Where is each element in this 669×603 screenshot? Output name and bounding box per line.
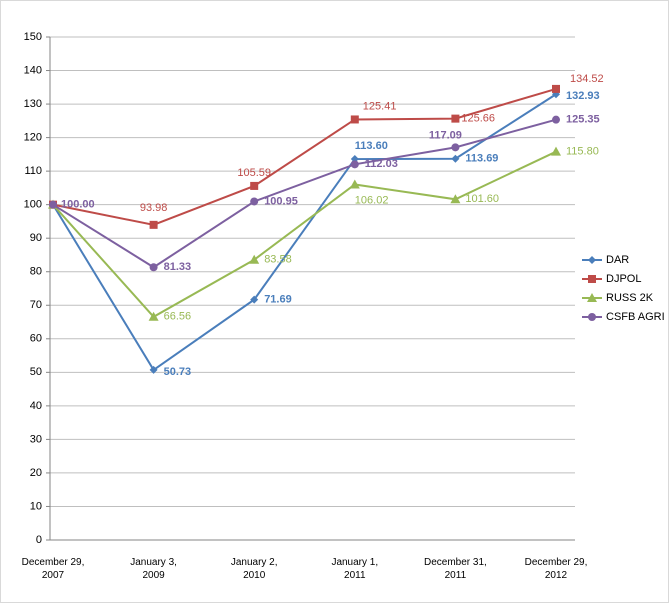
legend-label: DJPOL <box>606 273 641 285</box>
data-label: 132.93 <box>566 90 600 102</box>
data-label: 93.98 <box>140 202 168 214</box>
legend-label: RUSS 2K <box>606 292 654 304</box>
series: 100.00 81.33 100.95 112.03 117.09 125.35 <box>49 114 600 273</box>
x-tick-label: December 31, 2011 <box>423 557 487 581</box>
x-tick-label: January 3, 2009 <box>130 557 177 581</box>
y-tick-label: 130 <box>24 98 42 110</box>
data-label: 113.69 <box>465 153 498 165</box>
x-tick-label: January 1, 2011 <box>331 557 379 581</box>
legend-marker <box>588 313 596 321</box>
data-label: 81.33 <box>164 261 192 273</box>
series-line <box>52 87 557 226</box>
data-label: 112.03 <box>365 158 398 170</box>
x-tick-label: January 2, 2010 <box>230 557 278 581</box>
data-label: 50.73 <box>164 366 192 378</box>
y-tick-label: 50 <box>30 366 42 378</box>
marker <box>552 84 560 93</box>
y-tick-label: 60 <box>30 333 42 345</box>
marker <box>149 365 158 374</box>
legend-marker <box>587 293 597 302</box>
y-tick-label: 0 <box>36 534 42 546</box>
marker <box>249 254 260 264</box>
data-label: 66.56 <box>164 311 192 323</box>
y-tick-label: 110 <box>24 165 42 177</box>
data-label: 83.58 <box>264 254 292 266</box>
data-label: 101.60 <box>465 193 499 205</box>
x-tick-label: December 29, 2007 <box>21 557 85 581</box>
data-label: 134.52 <box>570 73 604 85</box>
y-tick-label: 140 <box>24 64 42 76</box>
y-tick-label: 10 <box>30 500 42 512</box>
data-label: 71.69 <box>264 294 292 306</box>
series-line <box>52 118 557 269</box>
data-label: 106.02 <box>355 194 389 206</box>
data-label: 125.35 <box>566 114 600 126</box>
marker <box>49 200 57 209</box>
y-tick-label: 150 <box>24 31 42 43</box>
y-tick-label: 80 <box>30 266 42 278</box>
marker <box>450 194 461 204</box>
data-label: 105.59 <box>237 167 271 179</box>
marker <box>148 311 159 321</box>
y-tick-label: 40 <box>30 400 42 412</box>
data-label: 125.66 <box>461 113 495 125</box>
marker <box>451 154 460 163</box>
y-tick-label: 30 <box>30 433 42 445</box>
marker <box>149 263 158 272</box>
legend-label: CSFB AGRI <box>606 311 665 323</box>
legend-label: DAR <box>606 254 629 266</box>
y-tick-label: 70 <box>30 299 42 311</box>
marker <box>149 220 158 229</box>
series: 93.98 105.59 125.41 125.66 134.52 <box>49 73 604 229</box>
x-tick-label: December 29, 2012 <box>524 557 588 581</box>
marker <box>250 197 259 206</box>
data-label: 100.00 <box>61 199 95 211</box>
series-line <box>52 93 557 372</box>
marker <box>552 115 560 124</box>
data-label: 100.95 <box>264 195 298 207</box>
data-label: 115.80 <box>566 146 599 158</box>
marker <box>451 114 460 123</box>
legend-marker <box>588 256 596 264</box>
marker <box>451 143 460 152</box>
y-tick-label: 100 <box>24 199 42 211</box>
y-tick-label: 120 <box>24 132 42 144</box>
y-tick-label: 20 <box>30 467 42 479</box>
data-label: 117.09 <box>429 129 462 141</box>
y-tick-label: 90 <box>30 232 42 244</box>
marker <box>350 115 359 124</box>
marker <box>350 160 359 169</box>
data-label: 125.41 <box>363 100 397 112</box>
marker <box>250 295 259 304</box>
marker <box>349 179 360 189</box>
marker <box>551 146 561 156</box>
series-line <box>52 150 557 319</box>
data-label: 113.60 <box>355 140 388 152</box>
legend-marker <box>588 275 596 283</box>
marker <box>250 181 259 190</box>
